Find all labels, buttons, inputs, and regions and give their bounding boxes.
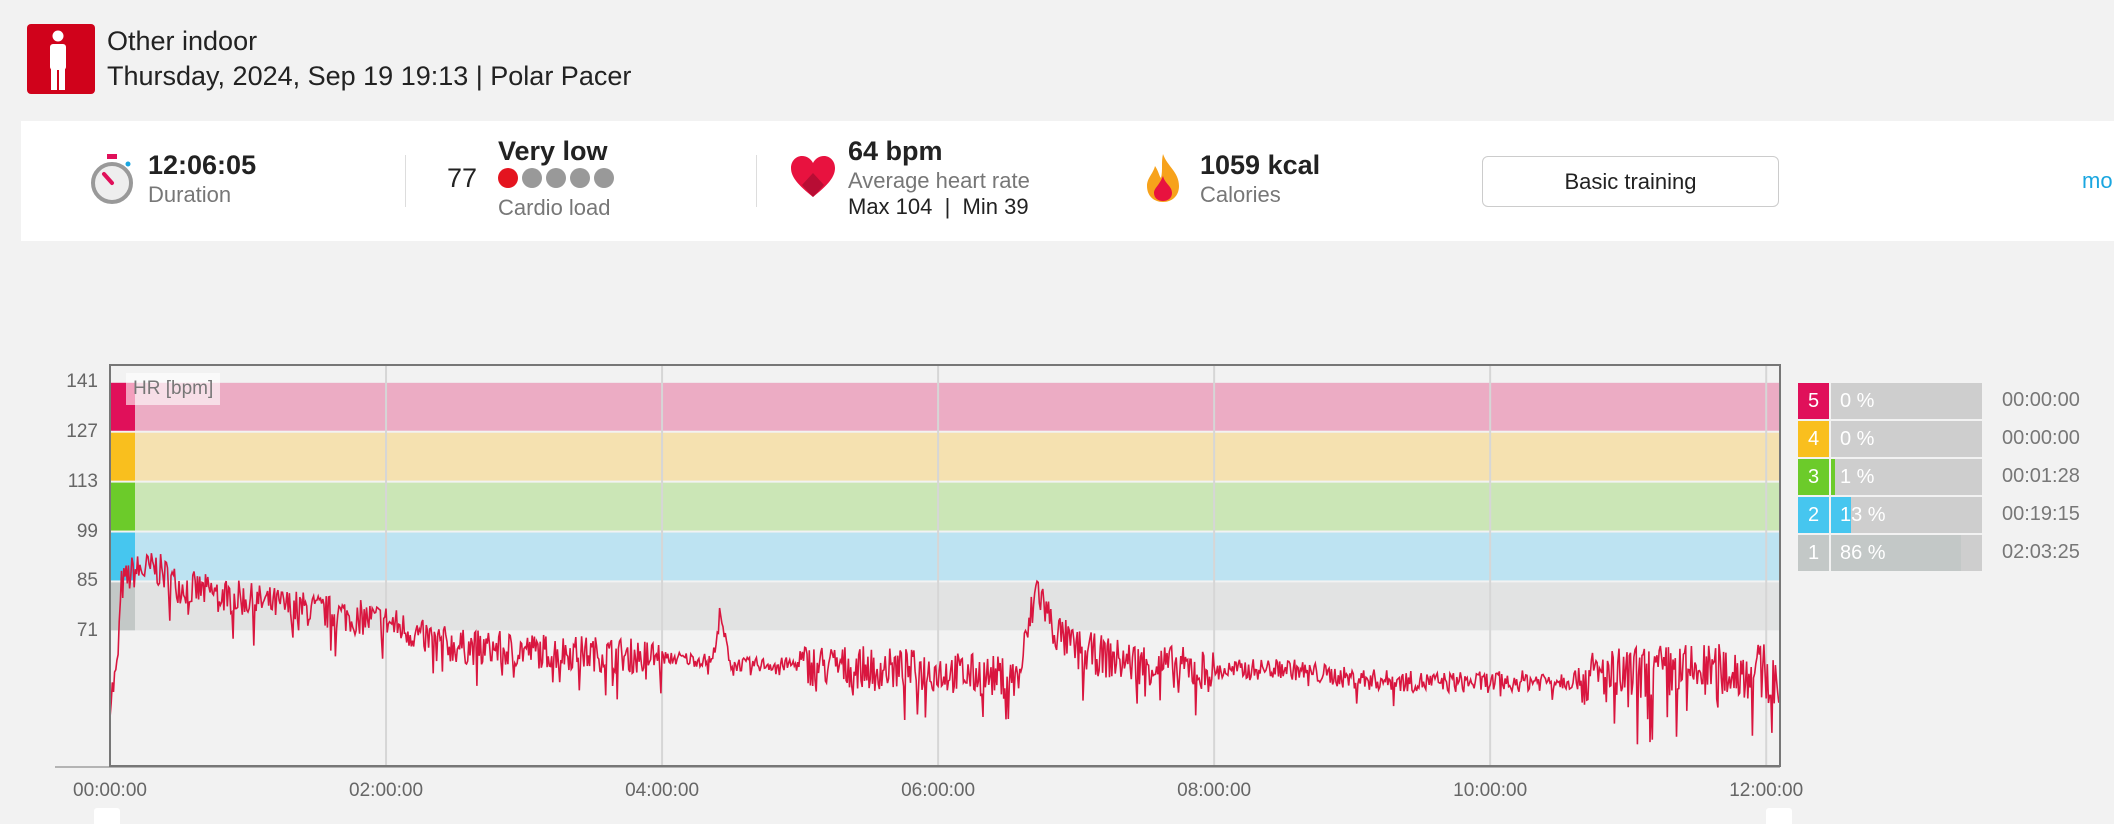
cardio-dot: [498, 168, 518, 188]
zone-marker-3: [110, 482, 135, 531]
chart-series-label: HR [bpm]: [126, 373, 221, 405]
zone-time: 00:01:28: [2002, 465, 2080, 487]
zone-number: 4: [1798, 421, 1829, 457]
calories-label: Calories: [1200, 182, 1281, 207]
zone-row-3: 3 1 %: [1798, 459, 1982, 495]
divider: [756, 155, 757, 207]
zone-row-1: 1 86 %: [1798, 535, 1982, 571]
y-tick-label: 71: [76, 620, 98, 642]
sport-title: Other indoor: [107, 26, 258, 56]
zone-percent: 86 %: [1840, 542, 1886, 564]
zone-time: 00:00:00: [2002, 389, 2080, 411]
x-tick-label: 02:00:00: [349, 780, 424, 801]
zone-number: 2: [1798, 497, 1829, 533]
zone-row-2: 2 13 %: [1798, 497, 1982, 533]
x-tick-label: 06:00:00: [901, 780, 976, 801]
range-start-handle[interactable]: [94, 808, 120, 824]
zone-band-3: [110, 482, 1780, 531]
session-subtitle: Thursday, 2024, Sep 19 19:13 | Polar Pac…: [107, 61, 632, 91]
hr-max-min: Max 104 | Min 39: [848, 194, 1029, 219]
zone-bar: 0 %: [1831, 383, 1982, 419]
cardio-dot: [594, 168, 614, 188]
range-end-handle[interactable]: [1766, 808, 1792, 824]
zone-bar-fill: [1831, 497, 1851, 533]
zone-bar-fill: [1831, 459, 1835, 495]
zone-marker-4: [110, 432, 135, 481]
y-tick-label: 85: [76, 570, 98, 592]
duration-label: Duration: [148, 182, 232, 207]
x-tick-label: 00:00:00: [73, 780, 147, 801]
zone-percent: 1 %: [1840, 466, 1875, 488]
zone-percent: 0 %: [1840, 390, 1875, 412]
x-tick-label: 12:00:00: [1729, 780, 1804, 801]
stopwatch-icon: [90, 152, 136, 211]
more-link[interactable]: mo: [2082, 168, 2113, 193]
cardio-load-value: 77: [447, 163, 478, 193]
zone-bar: 0 %: [1831, 421, 1982, 457]
divider: [405, 155, 406, 207]
duration-value: 12:06:05: [148, 150, 257, 180]
zone-row-4: 4 0 %: [1798, 421, 1982, 457]
zone-number: 1: [1798, 535, 1829, 571]
plot-frame: [109, 364, 1781, 767]
calories-value: 1059 kcal: [1200, 150, 1321, 180]
cardio-load-label: Cardio load: [498, 195, 611, 220]
cardio-dot: [522, 168, 542, 188]
zone-row-5: 5 0 %: [1798, 383, 1982, 419]
cardio-load-level: Very low: [498, 136, 608, 166]
zone-number: 5: [1798, 383, 1829, 419]
cardio-dot: [570, 168, 590, 188]
zone-number: 3: [1798, 459, 1829, 495]
y-tick-label: 141: [66, 370, 98, 392]
zone-time: 02:03:25: [2002, 541, 2080, 563]
y-tick-label: 99: [76, 520, 98, 542]
zone-band-2: [110, 532, 1780, 581]
x-tick-label: 10:00:00: [1453, 780, 1528, 801]
cardio-load-dots: [498, 168, 618, 193]
heart-icon: [790, 155, 836, 204]
avg-hr-value: 64 bpm: [848, 136, 943, 166]
zone-bar: 13 %: [1831, 497, 1982, 533]
zone-time: 00:00:00: [2002, 427, 2080, 449]
x-tick-label: 04:00:00: [625, 780, 700, 801]
zone-bar-fill: [1831, 535, 1961, 571]
basic-training-button[interactable]: Basic training: [1482, 156, 1779, 207]
zone-band-5: [110, 382, 1780, 431]
zone-percent: 13 %: [1840, 504, 1886, 526]
x-tick-label: 08:00:00: [1177, 780, 1252, 801]
zone-bar: 86 %: [1831, 535, 1982, 571]
sport-icon: [27, 24, 95, 94]
hr-series-line: [109, 553, 1781, 745]
zone-time: 00:19:15: [2002, 503, 2080, 525]
avg-hr-label: Average heart rate: [848, 168, 1030, 193]
zone-percent: 0 %: [1840, 428, 1875, 450]
y-tick-label: 113: [67, 470, 98, 492]
cardio-dot: [546, 168, 566, 188]
zone-bar: 1 %: [1831, 459, 1982, 495]
y-tick-label: 127: [66, 420, 98, 442]
flame-icon: [1145, 152, 1181, 209]
zone-band-4: [110, 432, 1780, 481]
